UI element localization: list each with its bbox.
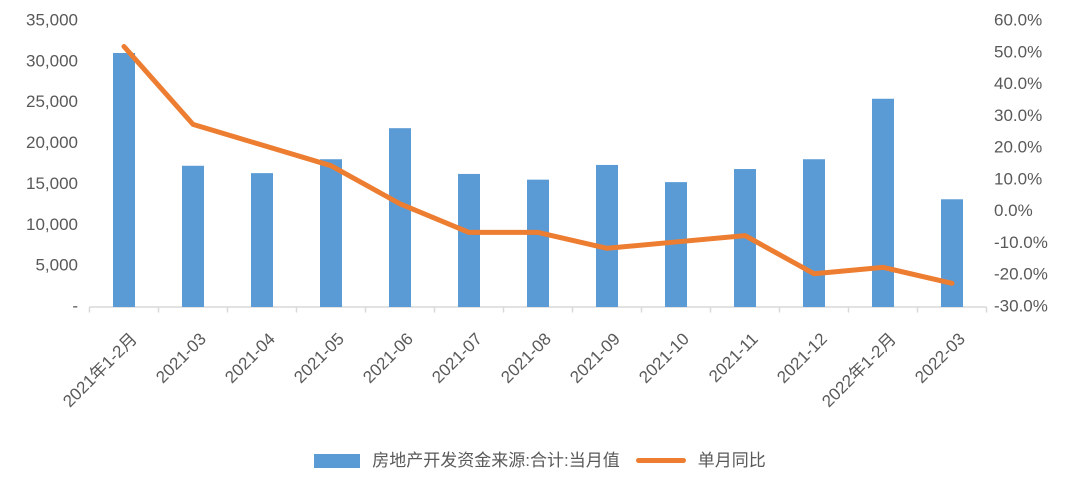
legend-bar-label: 房地产开发资金来源:合计:当月值: [372, 451, 620, 470]
right-axis-tick-label: -30.0%: [994, 297, 1048, 316]
bar-2022-03: [941, 199, 963, 307]
bar-2021-08: [527, 179, 549, 307]
x-axis-label-2021-06: 2021-06: [359, 329, 417, 387]
legend-bar-swatch: [314, 453, 361, 468]
x-axis-label-2021-03: 2021-03: [152, 329, 210, 387]
legend: 房地产开发资金来源:合计:当月值 单月同比: [0, 452, 1080, 469]
right-axis-tick-label: -10.0%: [994, 233, 1048, 252]
yoy-line: [121, 44, 955, 286]
bar-2021-06: [389, 128, 411, 307]
legend-line-label: 单月同比: [697, 451, 766, 470]
left-axis-tick-label: 20,000: [26, 133, 78, 152]
x-axis-label-2021-05: 2021-05: [290, 329, 348, 387]
left-axis-tick-label: 35,000: [26, 11, 78, 30]
x-axis-label-2022年1-2月: 2022年1-2月: [818, 329, 900, 411]
right-axis-tick-label: 30.0%: [994, 106, 1042, 125]
left-axis-tick-label: -: [72, 297, 78, 316]
x-axis-label-2021-12: 2021-12: [773, 329, 831, 387]
bar-2021-05: [320, 159, 342, 307]
x-axis-line: [88, 306, 988, 313]
left-axis-tick-label: 30,000: [26, 51, 78, 70]
bar-2021-04: [251, 173, 273, 307]
x-axis-label-2022-03: 2022-03: [911, 329, 969, 387]
left-axis-tick-label: 10,000: [26, 215, 78, 234]
right-axis-tick-label: 40.0%: [994, 74, 1042, 93]
x-axis-label-2021-10: 2021-10: [635, 329, 693, 387]
bar-2021-10: [665, 182, 687, 307]
bar-2021年1-2月: [113, 53, 135, 308]
right-axis-tick-label: -20.0%: [994, 265, 1048, 284]
right-axis-tick-label: 50.0%: [994, 42, 1042, 61]
x-axis-label-2021年1-2月: 2021年1-2月: [59, 329, 141, 411]
bar-2021-12: [803, 159, 825, 307]
legend-item-line: 单月同比: [620, 452, 766, 469]
left-axis-tick-label: 15,000: [26, 174, 78, 193]
left-axis-tick-label: 5,000: [35, 256, 78, 275]
bar-2021-07: [458, 173, 480, 307]
bar-2021-09: [596, 164, 618, 307]
combo-chart: 35,000 30,000 25,000 20,000 15,000 10,000 5,00…: [26, 11, 1048, 411]
right-axis-tick-label: 60.0%: [994, 11, 1042, 30]
x-axis-label-2021-11: 2021-11: [705, 329, 762, 386]
legend-item-bar: 房地产开发资金来源:合计:当月值: [314, 451, 620, 470]
bar-2022年1-2月: [872, 98, 894, 308]
right-axis-tick-label: 10.0%: [994, 169, 1042, 188]
x-axis-label-2021-04: 2021-04: [221, 329, 279, 387]
right-axis-tick-label: 20.0%: [994, 138, 1042, 157]
left-axis-tick-label: 25,000: [26, 92, 78, 111]
right-axis-tick-label: 0.0%: [994, 201, 1033, 220]
x-axis-label-2021-07: 2021-07: [428, 329, 486, 387]
x-axis-label-2021-09: 2021-09: [566, 329, 624, 387]
bar-2021-03: [182, 165, 204, 307]
legend-line-swatch: [635, 458, 686, 463]
x-axis-label-2021-08: 2021-08: [497, 329, 555, 387]
